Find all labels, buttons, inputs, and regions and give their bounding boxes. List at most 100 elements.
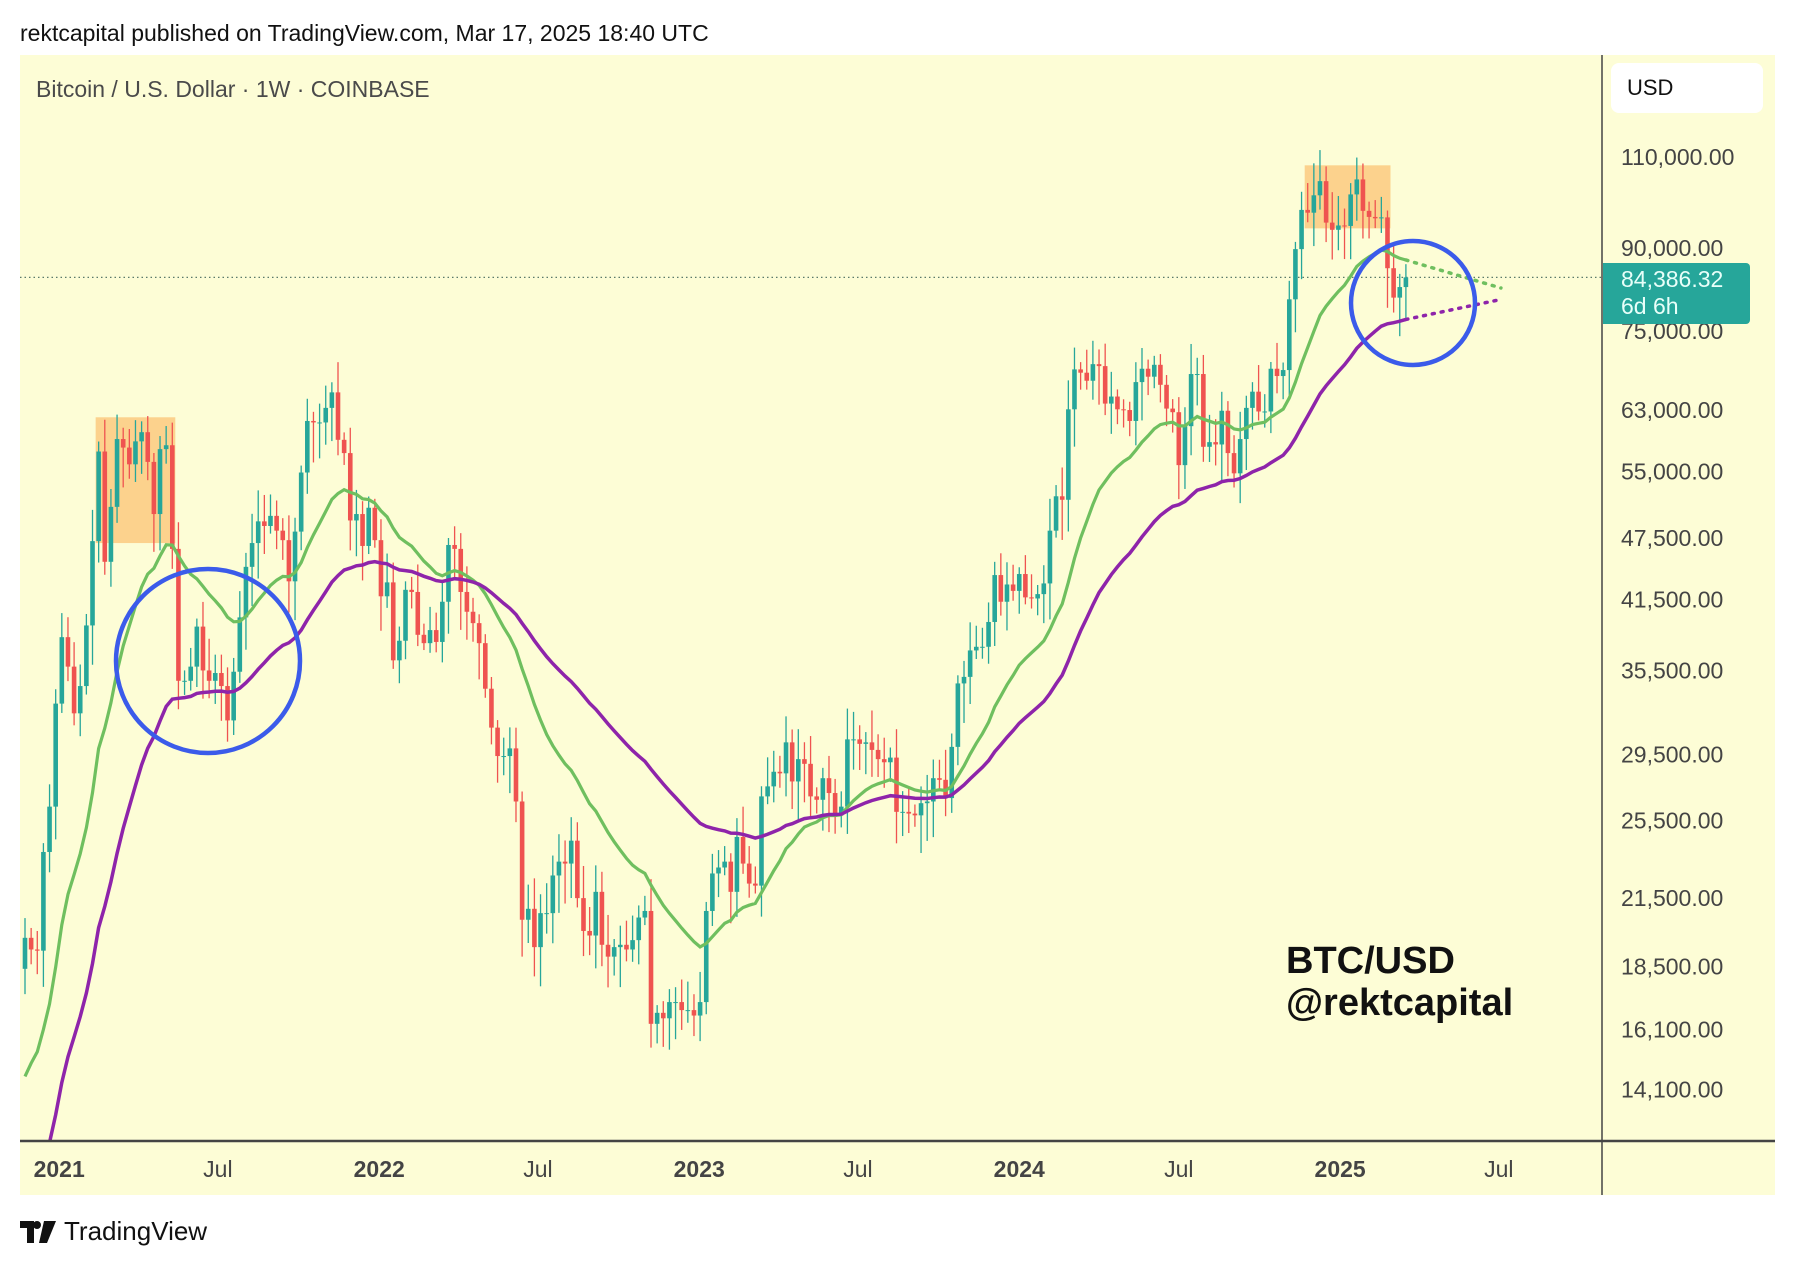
candle [1109,371,1114,434]
candle [1053,485,1059,538]
candle [440,582,445,663]
candle-body [433,630,439,642]
candle [360,501,365,581]
candle [740,806,746,874]
time-tick-label: 2023 [674,1156,725,1182]
candle [354,489,359,557]
candle [550,855,556,944]
tradingview-logo[interactable]: TradingView [20,1216,207,1247]
candle-body [912,813,918,816]
candle [1366,201,1372,239]
candle [1311,163,1317,247]
candle-body [937,778,942,780]
candle-body [341,439,347,454]
candle [378,519,384,631]
candle-body [863,742,869,744]
candle [274,500,279,550]
candle-body [440,601,445,642]
candle-body [1066,409,1071,500]
candle-body [980,646,985,648]
annotation-line2: @rektcapital [1286,982,1514,1024]
candle [986,602,991,664]
candle [710,853,715,926]
candle [814,787,820,814]
candle-body [973,646,979,651]
candle [532,878,537,977]
candle [575,822,580,908]
candle [329,382,335,442]
price-tick-label: 110,000.00 [1621,144,1734,170]
candle [1323,166,1329,243]
plot-area [20,150,1602,1141]
candle-body [90,541,95,626]
candle [1299,191,1304,280]
candle [501,737,507,776]
candle-body [525,908,531,920]
candle [679,979,684,1030]
candle [323,385,329,445]
candle-body [317,422,322,424]
candle [1360,163,1366,239]
candle [335,362,341,456]
candle [1348,183,1353,260]
candle-body [169,445,175,549]
candle-body [1286,299,1292,371]
candle-body [1164,384,1169,409]
candle [464,566,470,640]
candle-body [532,908,537,948]
candle-body [1010,584,1016,591]
candle-body [1329,222,1335,230]
candle [820,767,826,831]
candle-body [716,867,721,874]
candle [1158,354,1163,403]
price-tick-label: 47,500.00 [1621,525,1723,551]
candle-body [102,451,108,562]
candle-body [875,749,881,760]
candle-body [593,891,599,936]
candle-body [759,796,764,886]
candle [194,618,200,687]
currency-button[interactable]: USD [1611,63,1763,113]
candle-body [624,944,629,950]
candle [1305,183,1311,223]
candle-body [906,811,912,814]
candle [599,871,605,967]
candle-body [163,445,169,450]
candle-body [77,686,83,714]
candle-body [1262,411,1268,413]
candle-body [1237,439,1243,474]
candle-body [1188,374,1194,427]
highlight-box [1304,165,1391,229]
time-tick-label: 2022 [354,1156,405,1182]
published-header: rektcapital published on TradingView.com… [20,20,709,46]
candle [1274,342,1280,394]
candle-body [1342,225,1347,227]
candle [1115,389,1120,425]
candle [525,884,531,943]
candle [139,421,144,474]
candle [1164,375,1169,427]
candle [77,664,83,737]
candle-body [249,543,255,567]
candle-body [869,742,875,750]
candle [673,987,678,1040]
candle-body [427,630,433,644]
candle [556,834,562,913]
candle-body [120,439,126,448]
candle-body [1280,370,1286,377]
candle [1072,347,1077,447]
candle-body [771,771,777,787]
candle [851,711,856,770]
candle-body [127,447,132,465]
candle-body [1102,366,1108,404]
candle [955,675,961,766]
candle [1090,340,1096,400]
chart-panel[interactable] [20,55,1775,1195]
candle-body [1385,217,1390,269]
candle [1385,210,1390,308]
candle [703,901,709,1015]
candle-body [378,540,384,597]
candle [1121,399,1126,428]
candle [237,591,243,683]
